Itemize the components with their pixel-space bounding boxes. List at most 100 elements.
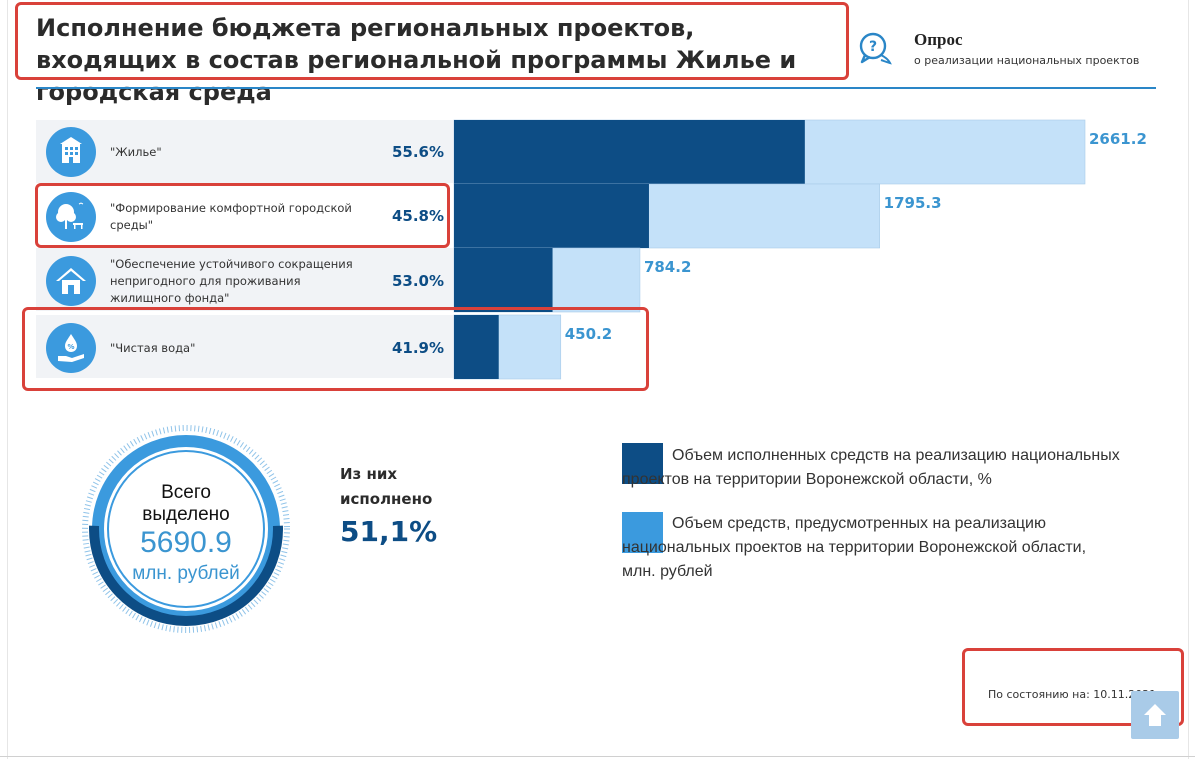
gauge-tick xyxy=(140,435,144,441)
row-bg-chistaya-voda xyxy=(36,315,454,378)
gauge-tick xyxy=(235,613,240,619)
gauge-tick xyxy=(138,616,143,623)
bar-planned-zhilye xyxy=(453,119,1086,185)
gauge-tick xyxy=(96,578,102,583)
row-bg-zhilye xyxy=(36,120,454,183)
gauge-tick xyxy=(205,427,208,434)
gauge-tick xyxy=(166,426,169,433)
gauge-tick xyxy=(251,451,257,457)
gauge-executed-arc xyxy=(89,525,283,626)
gauge-tick xyxy=(230,436,234,442)
gauge-tick xyxy=(197,425,200,432)
gauge-tick xyxy=(85,500,92,503)
gauge-tick xyxy=(147,431,151,438)
gauge-tick xyxy=(232,614,236,621)
highlight-box-gorodskaya-sreda xyxy=(35,183,450,248)
row-label-zhilye: "Жилье" xyxy=(110,145,162,159)
row-bg-zhilfond xyxy=(36,248,454,311)
survey-link-subtitle[interactable]: о реализации национальных проектов xyxy=(914,54,1140,67)
gauge-tick xyxy=(122,606,127,612)
title-highlight-box xyxy=(15,2,849,80)
gauge-tick xyxy=(101,468,107,473)
bar-executed-zhilfond xyxy=(454,248,553,312)
bar-value-label-gorodskaya-sreda: 1795.3 xyxy=(884,194,942,212)
gauge-tick xyxy=(254,454,260,460)
gauge-tick xyxy=(129,440,134,447)
gauge-tick xyxy=(212,428,216,435)
gauge-tick xyxy=(270,476,277,481)
gauge-tick xyxy=(241,608,247,615)
gauge-tick xyxy=(174,425,177,432)
gauge-tick xyxy=(266,469,273,475)
water-hand-icon: % xyxy=(46,323,96,373)
row-label-zhilfond: "Обеспечение устойчивого сокращения непр… xyxy=(110,257,353,305)
gauge-tick xyxy=(277,490,284,495)
gauge-tick xyxy=(151,430,155,437)
gauge-tick xyxy=(92,571,99,576)
gauge-tick xyxy=(158,428,162,435)
gauge-tick xyxy=(84,550,91,553)
gauge-tick xyxy=(271,575,278,580)
gauge-tick xyxy=(279,558,286,561)
gauge-tick xyxy=(146,619,150,626)
bar-executed-zhilye xyxy=(454,120,805,184)
gauge-tick xyxy=(282,543,289,546)
gauge-tick xyxy=(82,539,89,541)
as-of-date: По состоянию на: 10.11.2021 xyxy=(988,688,1157,701)
row-percent-chistaya-voda: 41.9% xyxy=(391,339,444,357)
gauge-tick xyxy=(258,593,264,599)
gauge-tick xyxy=(91,485,98,489)
gauge-tick xyxy=(165,625,168,632)
legend-swatch-planned xyxy=(622,512,663,553)
gauge-tick xyxy=(238,611,243,617)
gauge-tick xyxy=(173,626,175,633)
gauge-tick xyxy=(262,463,268,468)
gauge-tick xyxy=(100,584,106,589)
scroll-to-top-button[interactable] xyxy=(1131,691,1179,739)
gauge-tick xyxy=(264,466,270,471)
gauge-tick xyxy=(281,506,288,509)
frame-border-right xyxy=(1188,0,1189,759)
apartment-building-icon xyxy=(46,127,96,177)
gauge-tick xyxy=(90,568,97,572)
gauge-tick xyxy=(200,625,203,632)
gauge-tick xyxy=(83,546,90,549)
header-divider xyxy=(36,87,1156,89)
gauge-tick xyxy=(107,593,113,599)
legend-text-executed: Объем исполненных средств на реализацию … xyxy=(622,447,1120,488)
gauge-tick xyxy=(218,621,222,628)
gauge-tick xyxy=(208,427,212,434)
gauge-tick xyxy=(219,431,223,438)
gauge-tick xyxy=(136,436,141,443)
gauge-tick xyxy=(225,618,229,625)
gauge-tick xyxy=(263,588,269,593)
bar-executed-gorodskaya-sreda xyxy=(454,184,649,248)
gauge-tick xyxy=(228,616,233,623)
gauge-tick xyxy=(89,564,96,568)
arrow-up-icon xyxy=(1144,704,1166,726)
gauge-tick xyxy=(89,488,96,493)
gauge-tick xyxy=(153,622,157,629)
gauge-tick xyxy=(88,492,95,496)
gauge-tick xyxy=(106,461,112,467)
survey-link-title[interactable]: Опрос xyxy=(914,30,963,49)
gauge-tick xyxy=(83,507,91,511)
gauge-tick xyxy=(267,581,274,587)
gauge-inner-circle xyxy=(107,450,265,608)
gauge-tick xyxy=(143,433,148,440)
gauge-tick xyxy=(85,553,92,557)
question-bubble-icon[interactable]: ? xyxy=(857,31,893,67)
gauge-tick xyxy=(274,483,281,488)
gauge-tick xyxy=(126,443,131,449)
gauge-tick xyxy=(279,498,286,502)
gauge-tick xyxy=(117,450,122,456)
page-title: Исполнение бюджета региональных проектов… xyxy=(36,14,797,106)
gauge-tick xyxy=(105,590,111,596)
gauge-tick xyxy=(116,601,121,607)
gauge-tick xyxy=(247,604,253,610)
budget-gauge xyxy=(81,425,290,634)
row-percent-gorodskaya-sreda: 45.8% xyxy=(391,207,444,225)
gauge-tick xyxy=(155,429,158,436)
gauge-tick xyxy=(86,496,93,500)
gauge-tick xyxy=(282,547,289,550)
